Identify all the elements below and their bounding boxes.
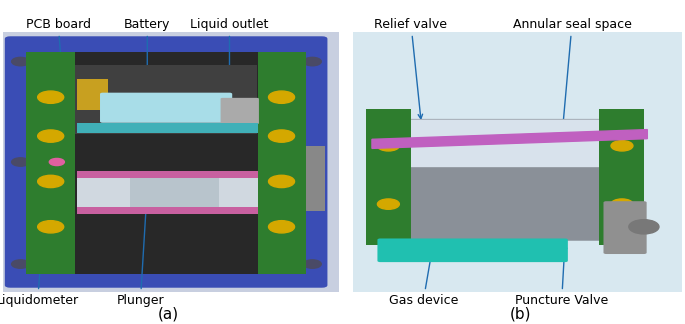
FancyBboxPatch shape bbox=[258, 52, 306, 274]
Circle shape bbox=[38, 91, 64, 103]
Circle shape bbox=[38, 221, 64, 233]
FancyBboxPatch shape bbox=[77, 171, 258, 178]
Circle shape bbox=[269, 130, 295, 142]
FancyBboxPatch shape bbox=[77, 79, 108, 110]
Circle shape bbox=[49, 158, 64, 166]
FancyBboxPatch shape bbox=[77, 123, 258, 133]
Text: (b): (b) bbox=[510, 307, 532, 322]
Polygon shape bbox=[372, 130, 647, 148]
FancyBboxPatch shape bbox=[26, 52, 306, 274]
FancyBboxPatch shape bbox=[377, 238, 568, 262]
Circle shape bbox=[269, 175, 295, 188]
Circle shape bbox=[38, 130, 64, 142]
Text: Puncture Valve: Puncture Valve bbox=[515, 244, 608, 307]
Text: Battery: Battery bbox=[124, 18, 171, 119]
Text: Plunger: Plunger bbox=[116, 192, 164, 307]
Circle shape bbox=[269, 221, 295, 233]
Text: Relief valve: Relief valve bbox=[375, 18, 447, 119]
Circle shape bbox=[377, 199, 399, 209]
Circle shape bbox=[12, 158, 29, 166]
FancyBboxPatch shape bbox=[100, 93, 232, 123]
FancyBboxPatch shape bbox=[75, 65, 257, 134]
Circle shape bbox=[629, 220, 659, 234]
FancyBboxPatch shape bbox=[5, 36, 327, 288]
FancyBboxPatch shape bbox=[353, 32, 682, 292]
Text: Liquid outlet: Liquid outlet bbox=[190, 18, 269, 112]
FancyBboxPatch shape bbox=[306, 146, 325, 211]
FancyBboxPatch shape bbox=[599, 109, 644, 245]
FancyBboxPatch shape bbox=[26, 52, 75, 274]
FancyBboxPatch shape bbox=[221, 98, 259, 124]
Text: Annular seal space: Annular seal space bbox=[512, 18, 632, 135]
Text: (a): (a) bbox=[158, 307, 178, 322]
FancyBboxPatch shape bbox=[399, 119, 608, 241]
Circle shape bbox=[611, 199, 633, 209]
FancyBboxPatch shape bbox=[400, 120, 607, 167]
Circle shape bbox=[611, 141, 633, 151]
Text: Gas device: Gas device bbox=[388, 237, 458, 307]
Text: Liquidometer: Liquidometer bbox=[0, 166, 79, 307]
Text: PCB board: PCB board bbox=[26, 18, 90, 109]
Circle shape bbox=[12, 57, 29, 66]
Circle shape bbox=[12, 260, 29, 268]
Circle shape bbox=[377, 141, 399, 151]
FancyBboxPatch shape bbox=[130, 178, 219, 207]
Circle shape bbox=[303, 158, 321, 166]
FancyBboxPatch shape bbox=[366, 109, 411, 245]
Circle shape bbox=[269, 91, 295, 103]
Circle shape bbox=[303, 260, 321, 268]
FancyBboxPatch shape bbox=[77, 207, 258, 214]
FancyBboxPatch shape bbox=[77, 178, 258, 207]
FancyBboxPatch shape bbox=[3, 32, 339, 292]
FancyBboxPatch shape bbox=[603, 201, 647, 254]
Circle shape bbox=[38, 175, 64, 188]
Circle shape bbox=[303, 57, 321, 66]
